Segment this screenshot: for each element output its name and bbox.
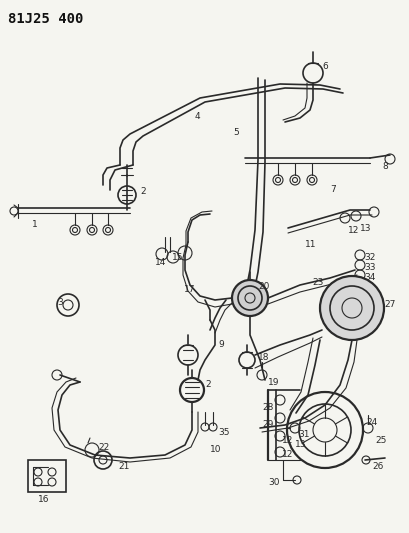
Text: 1: 1 xyxy=(32,220,38,229)
Text: 35: 35 xyxy=(218,428,229,437)
Text: 30: 30 xyxy=(268,478,279,487)
Text: 6: 6 xyxy=(322,62,328,71)
Text: 16: 16 xyxy=(38,495,49,504)
Text: 11: 11 xyxy=(305,240,317,249)
Text: 24: 24 xyxy=(366,418,377,427)
Circle shape xyxy=(232,280,268,316)
Text: 13: 13 xyxy=(295,440,306,449)
Text: 13: 13 xyxy=(360,224,371,233)
Text: 28: 28 xyxy=(262,403,273,412)
Text: 31: 31 xyxy=(298,430,310,439)
Text: 3: 3 xyxy=(57,298,63,307)
Text: 18: 18 xyxy=(258,353,270,362)
Text: 4: 4 xyxy=(195,112,201,121)
Bar xyxy=(28,460,66,492)
Text: 21: 21 xyxy=(118,462,129,471)
Text: 29: 29 xyxy=(262,420,273,429)
Text: 8: 8 xyxy=(382,162,388,171)
Text: 12: 12 xyxy=(282,450,293,459)
Text: 10: 10 xyxy=(210,445,222,454)
Text: 23: 23 xyxy=(312,278,324,287)
Text: 33: 33 xyxy=(364,263,375,272)
Text: 19: 19 xyxy=(268,378,279,387)
Text: 2: 2 xyxy=(205,380,211,389)
Text: 5: 5 xyxy=(233,128,239,137)
Text: 15: 15 xyxy=(172,253,184,262)
Text: 9: 9 xyxy=(218,340,224,349)
Text: 14: 14 xyxy=(155,258,166,267)
Text: 81J25 400: 81J25 400 xyxy=(8,12,83,26)
Text: 17: 17 xyxy=(184,285,196,294)
Text: 12: 12 xyxy=(282,436,293,445)
Text: 12: 12 xyxy=(348,226,360,235)
Text: 26: 26 xyxy=(372,462,383,471)
Text: 7: 7 xyxy=(330,185,336,194)
Text: 22: 22 xyxy=(98,443,109,452)
Circle shape xyxy=(320,276,384,340)
Text: 2: 2 xyxy=(140,187,146,196)
Text: 34: 34 xyxy=(364,273,375,282)
Text: 32: 32 xyxy=(364,253,375,262)
Text: 25: 25 xyxy=(375,436,387,445)
Text: 20: 20 xyxy=(258,282,270,291)
Text: 27: 27 xyxy=(384,300,396,309)
